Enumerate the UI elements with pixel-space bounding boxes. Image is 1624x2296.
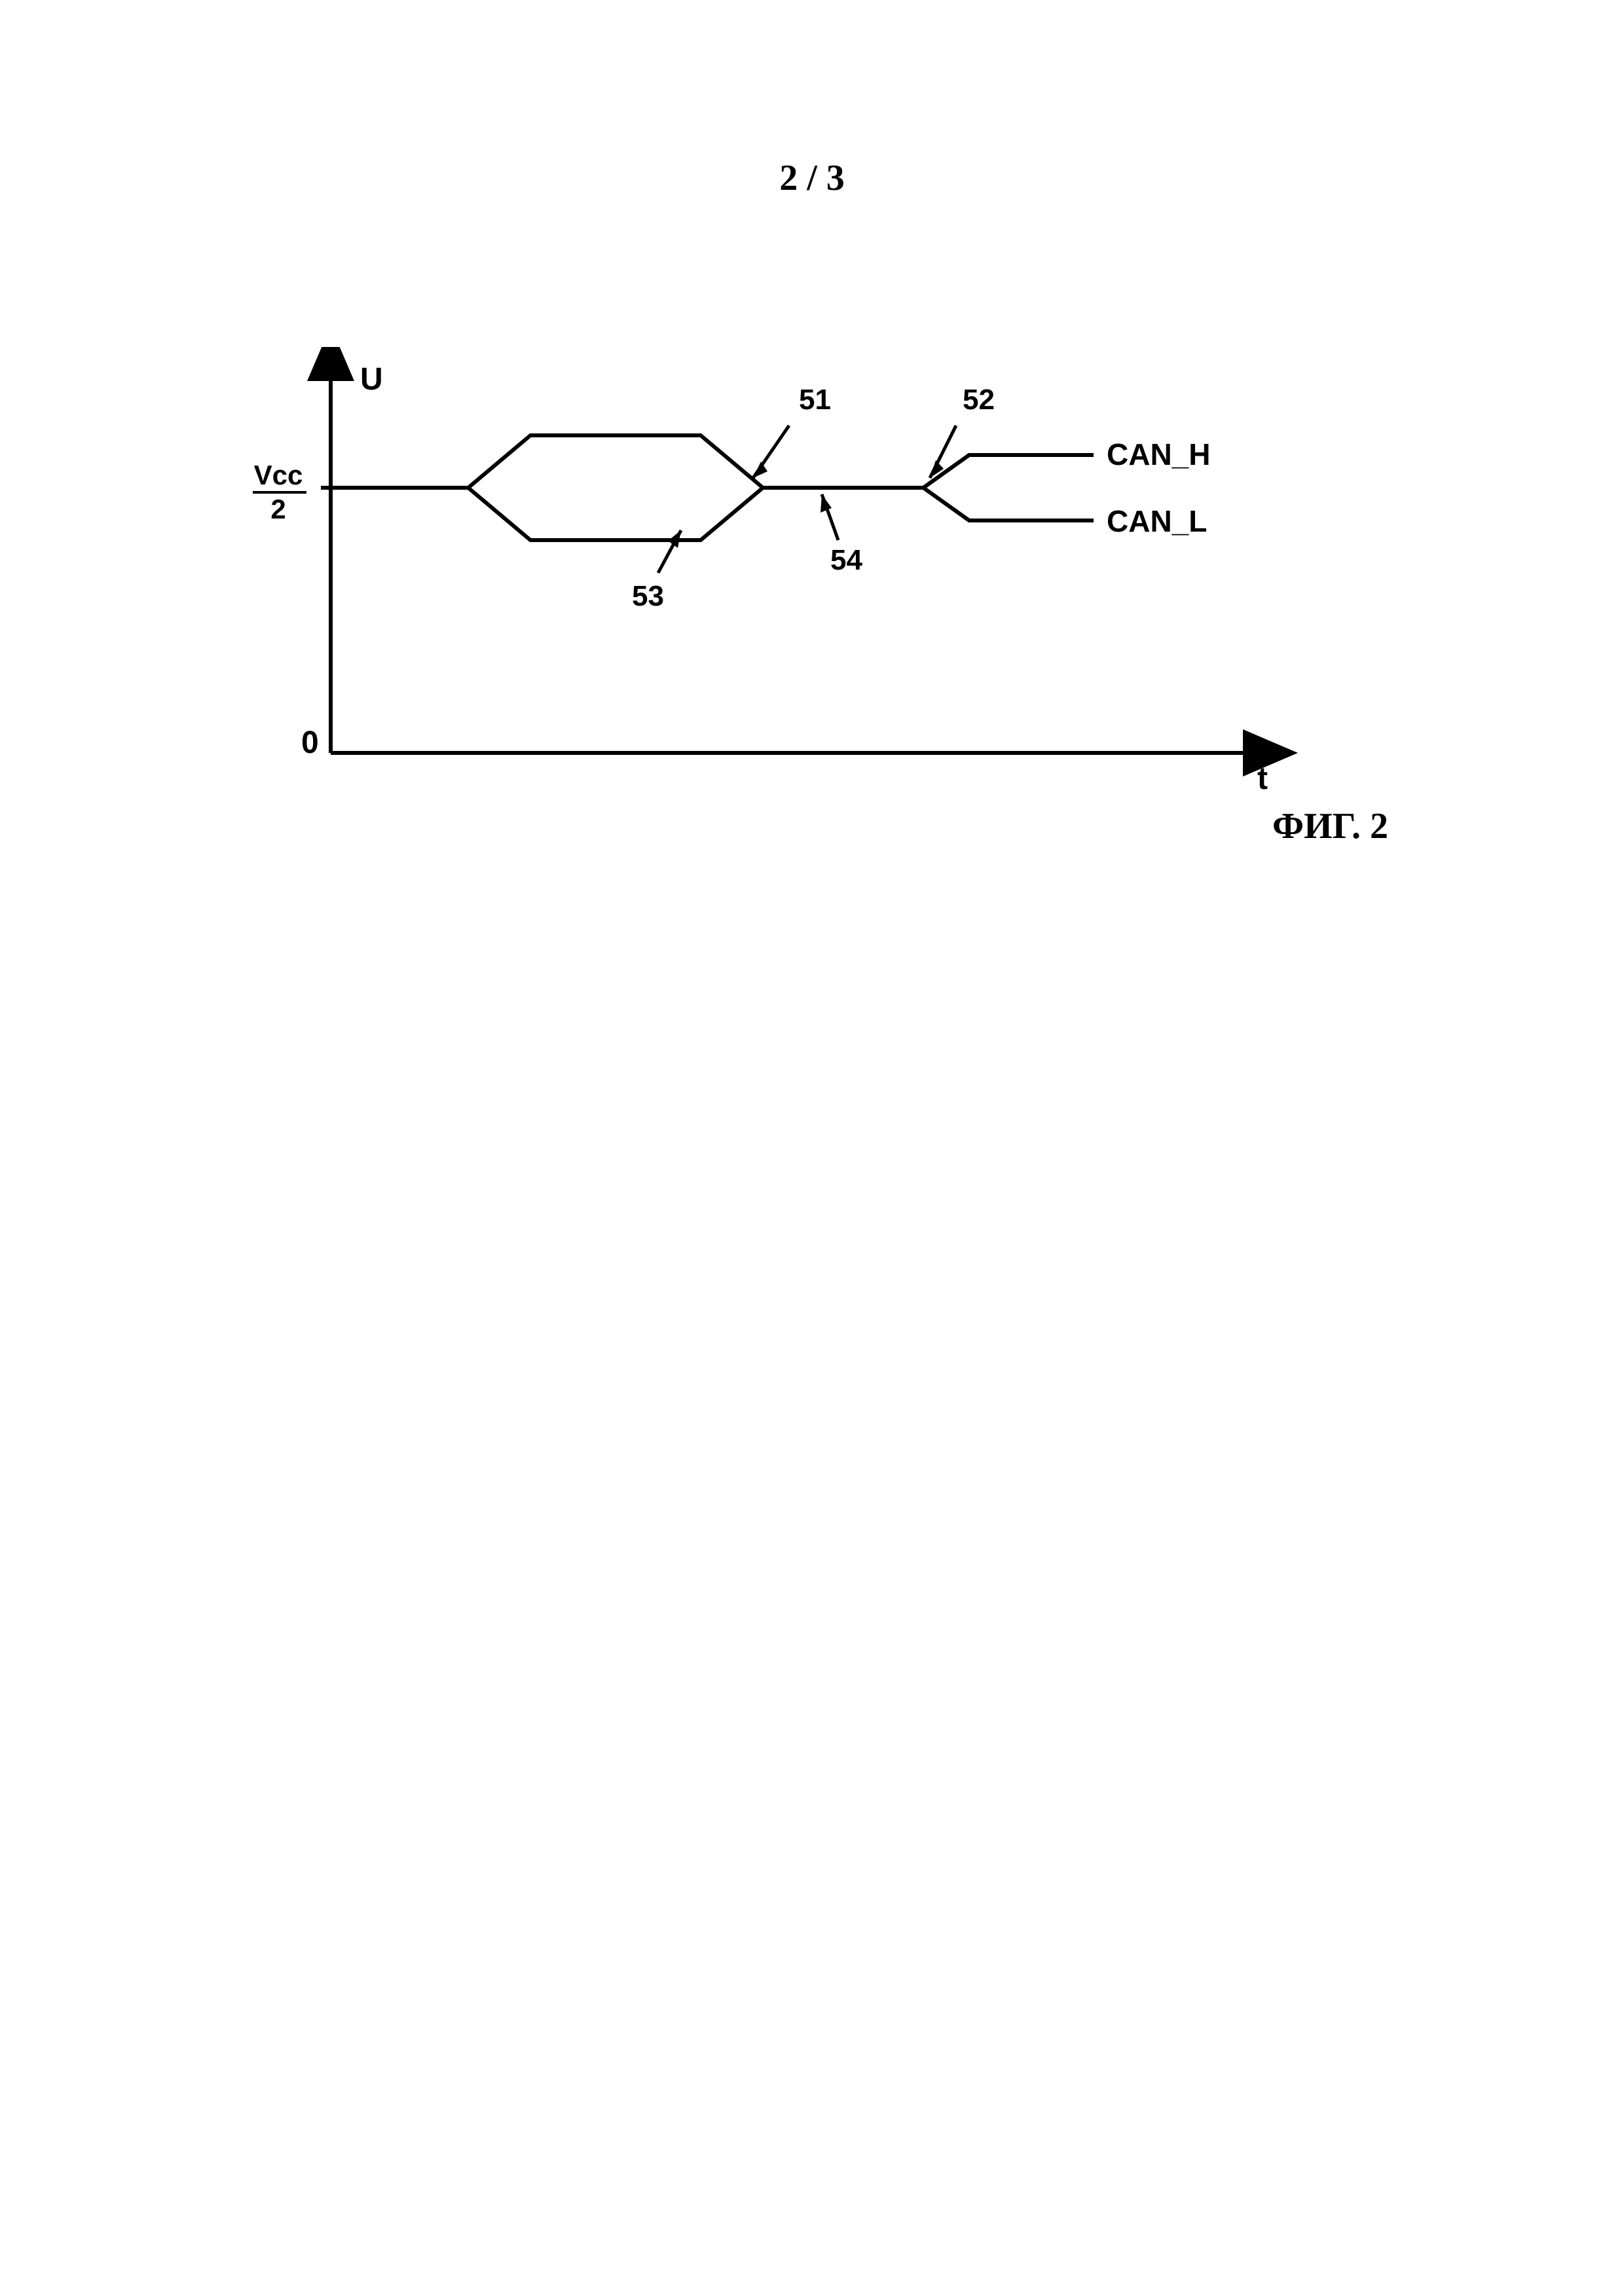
y-axis-label: U [360,362,383,397]
annotation-53-label: 53 [632,580,664,612]
vcc-label-top: Vcc [254,460,303,490]
vcc-label-bottom: 2 [270,494,286,524]
annotation-51-label: 51 [799,384,831,416]
annotation-52-label: 52 [963,384,995,416]
can-h-line [331,435,1094,488]
origin-label: 0 [301,725,319,760]
figure-2-container: U t 0 Vcc 2 CAN_H CAN_L 51 52 53 [229,347,1395,805]
figure-caption: ФИГ. 2 [1272,805,1388,847]
x-axis-label: t [1257,761,1268,796]
annotation-51-arrow [753,462,767,478]
annotation-54-arrow [821,494,832,513]
can-signal-diagram: U t 0 Vcc 2 CAN_H CAN_L 51 52 53 [229,347,1395,805]
can-h-label: CAN_H [1107,437,1210,471]
page-number: 2 / 3 [779,157,845,199]
can-l-line [331,488,1094,540]
annotation-54-label: 54 [830,544,862,576]
can-l-label: CAN_L [1107,504,1207,538]
